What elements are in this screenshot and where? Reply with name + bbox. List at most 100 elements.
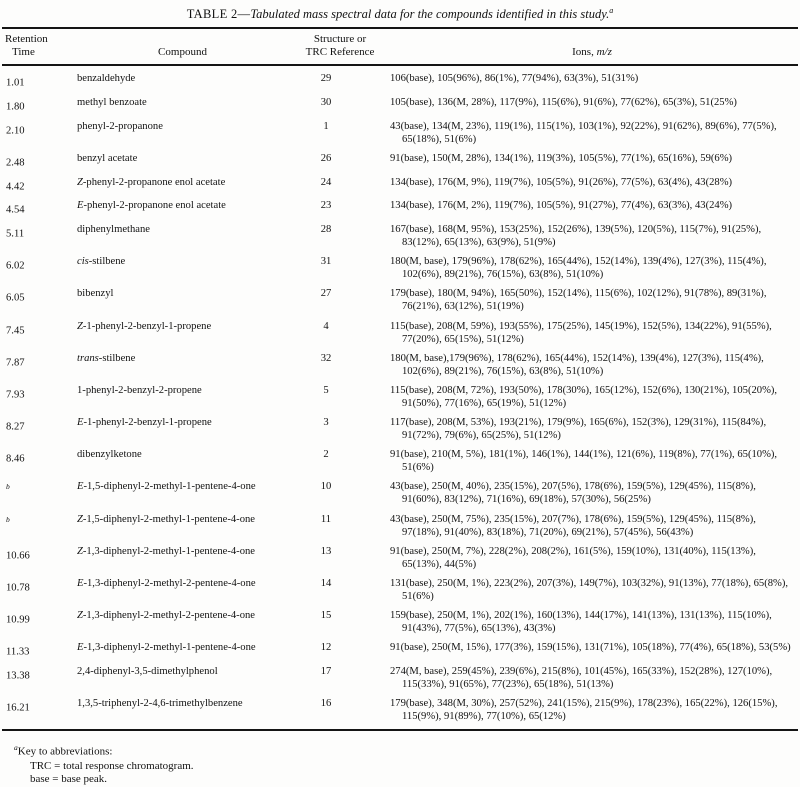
ions-mz-cell: 91(base), 150(M, 28%), 134(1%), 119(3%),… [390, 152, 733, 164]
table-row: 1.01 benzaldehyde 29 106(base), 105(96%)… [5, 72, 796, 90]
retention-time-value: 6.02 [6, 260, 25, 272]
table-row: 8.27 E-1-phenyl-2-benzyl-1-propene 3 117… [5, 416, 796, 442]
compound-cell: 1,3,5-triphenyl-2-4,6-trimethylbenzene [75, 697, 290, 723]
table-row: 2.48 benzyl acetate 26 91(base), 150(M, … [5, 152, 796, 170]
retention-time-value: 5.11 [6, 228, 25, 240]
header-ions-mz: m/z [596, 45, 612, 58]
compound-cell: Z-1-phenyl-2-benzyl-1-propene [75, 320, 290, 346]
retention-time-cell: 6.02 [5, 255, 75, 281]
footnote-key-line: aKey to abbreviations: [14, 741, 800, 759]
compound-name: -1,3-diphenyl-2-methyl-2-pentene-4-one [83, 578, 256, 589]
ions-mz-cell: 134(base), 176(M, 9%), 119(7%), 105(5%),… [390, 176, 733, 188]
footnote-a-marker: a [14, 743, 18, 753]
compound-stereo-prefix: E [77, 642, 84, 654]
ions-mz-cell: 115(base), 208(M, 72%), 193(50%), 178(30… [390, 384, 778, 409]
retention-time-value: 1.01 [6, 77, 25, 89]
retention-time-cell: 2.48 [5, 152, 75, 170]
structure-trc-reference-cell: 24 [320, 176, 332, 188]
compound-name: benzyl acetate [77, 152, 138, 164]
compound-cell: benzyl acetate [75, 152, 290, 170]
retention-time-value: 16.21 [6, 702, 30, 714]
compound-cell: dibenzylketone [75, 448, 290, 474]
table-row: 1.80 methyl benzoate 30 105(base), 136(M… [5, 96, 796, 114]
structure-trc-reference-cell: 11 [320, 513, 332, 525]
compound-cell: methyl benzoate [75, 96, 290, 114]
ions-mz-cell: 180(M, base), 179(96%), 178(62%), 165(44… [390, 256, 767, 281]
compound-cell: Z-1,3-diphenyl-2-methyl-2-pentene-4-one [75, 609, 290, 635]
retention-time-cell: 4.54 [5, 199, 75, 217]
structure-trc-reference-cell: 27 [320, 288, 332, 300]
table-row: b E-1,5-diphenyl-2-methyl-1-pentene-4-on… [5, 480, 796, 506]
retention-time-value: 10.99 [6, 614, 30, 626]
structure-trc-reference-cell: 1 [323, 120, 329, 132]
retention-time-value: 4.42 [6, 181, 25, 193]
retention-time-value: 2.48 [6, 157, 25, 169]
ions-mz-cell: 115(base), 208(M, 59%), 193(55%), 175(25… [390, 320, 772, 345]
compound-name: -1-phenyl-2-benzyl-1-propene [82, 320, 212, 332]
compound-stereo-prefix: trans [77, 352, 99, 364]
compound-name: methyl benzoate [77, 96, 147, 108]
retention-time-value: 10.66 [6, 550, 30, 562]
retention-time-cell: b [5, 480, 75, 506]
compound-stereo-prefix: E [77, 481, 84, 493]
table-row: 6.05 bibenzyl 27 179(base), 180(M, 94%),… [5, 287, 796, 313]
table-title-text: Tabulated mass spectral data for the com… [250, 7, 610, 22]
table-row: 7.93 1-phenyl-2-benzyl-2-propene 5 115(b… [5, 384, 796, 410]
ions-mz-cell: 134(base), 176(M, 2%), 119(7%), 105(5%),… [390, 200, 733, 212]
retention-time-cell: 13.38 [5, 665, 75, 691]
retention-time-cell: 1.80 [5, 96, 75, 114]
retention-time-cell: 1.01 [5, 72, 75, 90]
compound-name: -1-phenyl-2-benzyl-1-propene [83, 417, 212, 429]
compound-stereo-prefix: Z [77, 545, 83, 557]
structure-trc-reference-cell: 31 [320, 256, 332, 268]
ions-mz-cell: 91(base), 250(M, 15%), 177(3%), 159(15%)… [390, 642, 791, 654]
structure-trc-reference-cell: 12 [320, 642, 332, 654]
retention-time-value: 6.05 [6, 292, 25, 304]
table-row: 7.45 Z-1-phenyl-2-benzyl-1-propene 4 115… [5, 320, 796, 346]
ions-mz-cell: 274(M, base), 259(45%), 239(6%), 215(8%)… [390, 666, 773, 691]
retention-time-cell: 5.11 [5, 223, 75, 249]
retention-time-cell: 8.46 [5, 448, 75, 474]
retention-time-cell: 7.93 [5, 384, 75, 410]
compound-stereo-prefix: E [77, 200, 84, 212]
compound-name: dibenzylketone [77, 449, 142, 461]
compound-cell: Z-1,3-diphenyl-2-methyl-1-pentene-4-one [75, 545, 290, 571]
retention-time-cell: 16.21 [5, 697, 75, 723]
column-header-retention-time: Retention Time [5, 33, 75, 58]
compound-name: 2,4-diphenyl-3,5-dimethylphenol [77, 666, 218, 678]
table-row: 4.42 Z-phenyl-2-propanone enol acetate 2… [5, 176, 796, 194]
retention-time-value: 2.10 [6, 125, 25, 137]
structure-trc-reference-cell: 5 [323, 384, 329, 396]
footnote-abbr-base: base = base peak. [30, 773, 108, 786]
ions-mz-cell: 179(base), 348(M, 30%), 257(52%), 241(15… [390, 698, 778, 723]
ions-mz-cell: 91(base), 250(M, 7%), 228(2%), 208(2%), … [390, 545, 756, 570]
compound-cell: cis-stilbene [75, 255, 290, 281]
compound-name: -1,5-diphenyl-2-methyl-1-pentene-4-one [82, 513, 255, 525]
structure-trc-reference-cell: 29 [320, 73, 332, 85]
compound-stereo-prefix: E [77, 578, 84, 589]
footnote-marker-sup: b [6, 482, 10, 492]
table-row: 8.46 dibenzylketone 2 91(base), 210(M, 5… [5, 448, 796, 474]
table-row: 5.11 diphenylmethane 28 167(base), 168(M… [5, 223, 796, 249]
structure-trc-reference-cell: 17 [320, 666, 332, 678]
table-title-label: TABLE 2— [186, 7, 251, 22]
column-header-compound: Compound [158, 45, 207, 58]
table-title: TABLE 2—Tabulated mass spectral data for… [0, 0, 800, 22]
rule-bottom [2, 729, 798, 732]
ions-mz-cell: 43(base), 134(M, 23%), 119(1%), 115(1%),… [390, 120, 777, 145]
footnote-marker-sup: b [6, 514, 10, 524]
ions-mz-cell: 180(M, base),179(96%), 178(62%), 165(44%… [390, 352, 764, 377]
retention-time-cell: 10.99 [5, 609, 75, 635]
compound-name: -stilbene [98, 352, 136, 364]
table-row: 13.38 2,4-diphenyl-3,5-dimethylphenol 17… [5, 665, 796, 691]
compound-name: -1,3-diphenyl-2-methyl-1-pentene-4-one [82, 545, 255, 557]
compound-name: diphenylmethane [77, 223, 150, 235]
table-row: 11.33 E-1,3-diphenyl-2-methyl-1-pentene-… [5, 641, 796, 659]
footnote-key-text: Key to abbreviations: [17, 746, 113, 759]
table-row: 4.54 E-phenyl-2-propanone enol acetate 2… [5, 199, 796, 217]
compound-stereo-prefix: Z [77, 513, 83, 525]
retention-time-cell: 7.45 [5, 320, 75, 346]
table-row: b Z-1,5-diphenyl-2-methyl-1-pentene-4-on… [5, 513, 796, 539]
ions-mz-cell: 43(base), 250(M, 75%), 235(15%), 207(7%)… [390, 513, 756, 538]
compound-cell: Z-1,5-diphenyl-2-methyl-1-pentene-4-one [75, 513, 290, 539]
